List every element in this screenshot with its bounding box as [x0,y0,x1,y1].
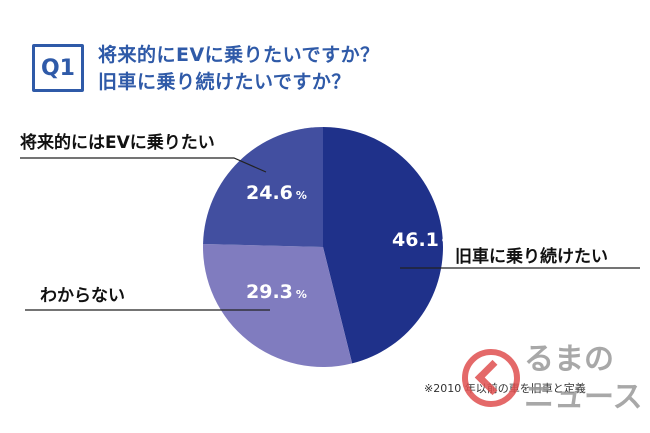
pie-slice [323,127,444,364]
question-badge: Q1 [32,44,84,92]
slice-category-label: 将来的にはEVに乗りたい [20,132,215,153]
slice-value-label: 24.6% [246,182,307,204]
brand-watermark-text: るまの ニュース [524,342,643,415]
slice-value-label: 46.1% [392,229,453,251]
leader-line [20,157,267,173]
slice-value-label: 29.3% [246,281,307,303]
title-line-1: 将来的にEVに乗りたいですか？ [98,44,380,66]
slice-category-label: わからない [40,286,125,306]
slice-category-label: 旧車に乗り続けたい [455,246,608,267]
pie-slice [203,243,353,368]
title-line-2: 旧車に乗り続けたいですか？ [98,71,351,93]
brand-logo-icon [462,349,520,407]
brand-watermark: るまの ニュース [462,341,643,423]
question-title: 将来的にEVに乗りたいですか？ 旧車に乗り続けたいですか？ [98,42,380,96]
pie-slice [203,127,323,247]
